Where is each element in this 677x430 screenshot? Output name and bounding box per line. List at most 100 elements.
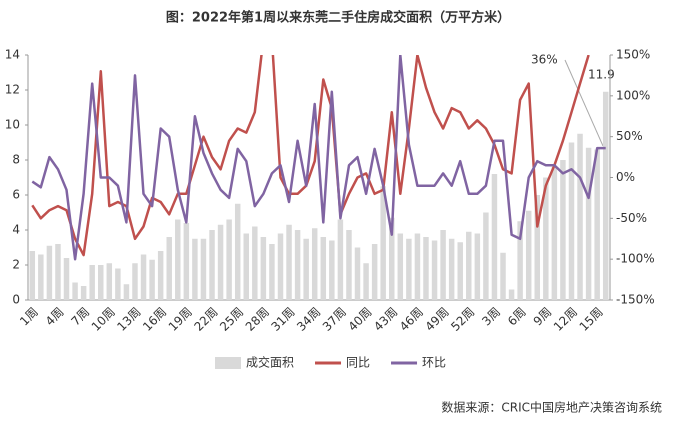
bar — [448, 238, 455, 300]
x-tick-label: 31周 — [268, 305, 297, 334]
x-tick-label: 19周 — [166, 305, 195, 334]
y-tick-label: 8 — [12, 153, 20, 167]
bar — [431, 240, 438, 300]
x-tick-label: 3周 — [479, 305, 503, 329]
bar — [320, 237, 327, 300]
bar — [346, 230, 352, 300]
bar — [311, 228, 318, 300]
x-tick-label: 13周 — [114, 305, 143, 334]
bar — [371, 244, 378, 300]
legend-label: 环比 — [422, 356, 446, 370]
bar — [594, 149, 600, 300]
bar — [389, 217, 395, 300]
bar — [474, 233, 481, 300]
bar — [106, 263, 113, 300]
bar — [98, 265, 104, 300]
bar — [508, 289, 515, 300]
x-tick-label: 43周 — [371, 305, 400, 334]
x-tick-label: 6周 — [505, 305, 529, 329]
bar — [132, 263, 138, 300]
bar — [149, 259, 155, 300]
bar — [243, 233, 249, 300]
x-tick-label: 1周 — [17, 305, 41, 329]
x-tick-label: 49周 — [423, 305, 452, 334]
bar — [423, 237, 429, 300]
x-tick-label: 28周 — [243, 305, 272, 334]
bar — [303, 238, 309, 300]
bar — [483, 212, 489, 300]
bar — [269, 244, 275, 300]
x-tick-label: 16周 — [140, 305, 169, 334]
bar — [183, 223, 190, 300]
y-tick-label: 10 — [5, 118, 20, 132]
x-tick-label: 12周 — [551, 305, 580, 334]
y2-tick-label: 150% — [616, 48, 650, 62]
bar — [209, 230, 215, 300]
bar — [560, 160, 566, 300]
legend-label: 成交面积 — [246, 355, 294, 370]
bar — [329, 240, 335, 300]
x-tick-label: 4周 — [43, 305, 67, 329]
bar — [55, 244, 61, 300]
bar — [440, 230, 446, 300]
annotation-pointer — [564, 59, 604, 147]
legend-swatch — [215, 357, 241, 369]
bar — [80, 286, 87, 300]
bar — [543, 177, 549, 300]
bar — [577, 133, 583, 300]
bar — [397, 233, 404, 300]
bar — [252, 226, 258, 300]
bar — [234, 203, 241, 300]
chart-title: 图：2022年第1周以来东莞二手住房成交面积（万平方米） — [166, 10, 510, 26]
x-tick-label: 40周 — [345, 305, 374, 334]
bar — [525, 210, 532, 300]
bar — [491, 174, 498, 300]
bar — [414, 233, 421, 300]
bar — [260, 237, 267, 300]
bar — [166, 237, 172, 300]
annotation: 11.9 — [588, 68, 615, 82]
bar — [406, 238, 412, 300]
y-tick-label: 6 — [12, 188, 20, 202]
x-tick-label: 22周 — [191, 305, 220, 334]
x-tick-label: 25周 — [217, 305, 246, 334]
x-tick-label: 46周 — [397, 305, 426, 334]
legend-label: 同比 — [346, 356, 370, 370]
bar — [29, 251, 36, 300]
bar — [286, 224, 292, 300]
y2-tick-label: -150% — [616, 293, 655, 307]
bar — [157, 251, 164, 300]
y2-tick-label: 100% — [616, 88, 650, 102]
x-tick-label: 15周 — [577, 305, 606, 334]
y-tick-label: 2 — [12, 258, 20, 272]
bar — [500, 252, 506, 300]
y-tick-label: 12 — [5, 83, 20, 97]
bar — [115, 268, 121, 300]
y-tick-label: 14 — [5, 48, 20, 62]
source: 数据来源：CRIC中国房地产决策咨询系统 — [441, 400, 662, 415]
bar — [217, 224, 224, 300]
y-tick-label: 4 — [12, 223, 20, 237]
bar — [72, 282, 78, 300]
bar — [380, 186, 386, 300]
y2-tick-label: 0% — [616, 170, 635, 184]
bar — [200, 238, 207, 300]
bar — [585, 147, 592, 300]
bar — [294, 230, 301, 300]
bar — [551, 167, 558, 300]
bar — [363, 263, 369, 300]
bar — [277, 233, 284, 300]
x-tick-label: 34周 — [294, 305, 323, 334]
bar — [46, 245, 53, 300]
annotation: 36% — [531, 53, 558, 67]
bar — [534, 195, 540, 300]
x-tick-label: 52周 — [448, 305, 477, 334]
y2-tick-label: 50% — [616, 129, 643, 143]
bar — [226, 219, 232, 300]
bar — [602, 91, 609, 300]
y2-tick-label: -100% — [616, 252, 655, 266]
line — [31, 55, 606, 261]
line — [31, 55, 590, 257]
x-tick-label: 37周 — [320, 305, 349, 334]
